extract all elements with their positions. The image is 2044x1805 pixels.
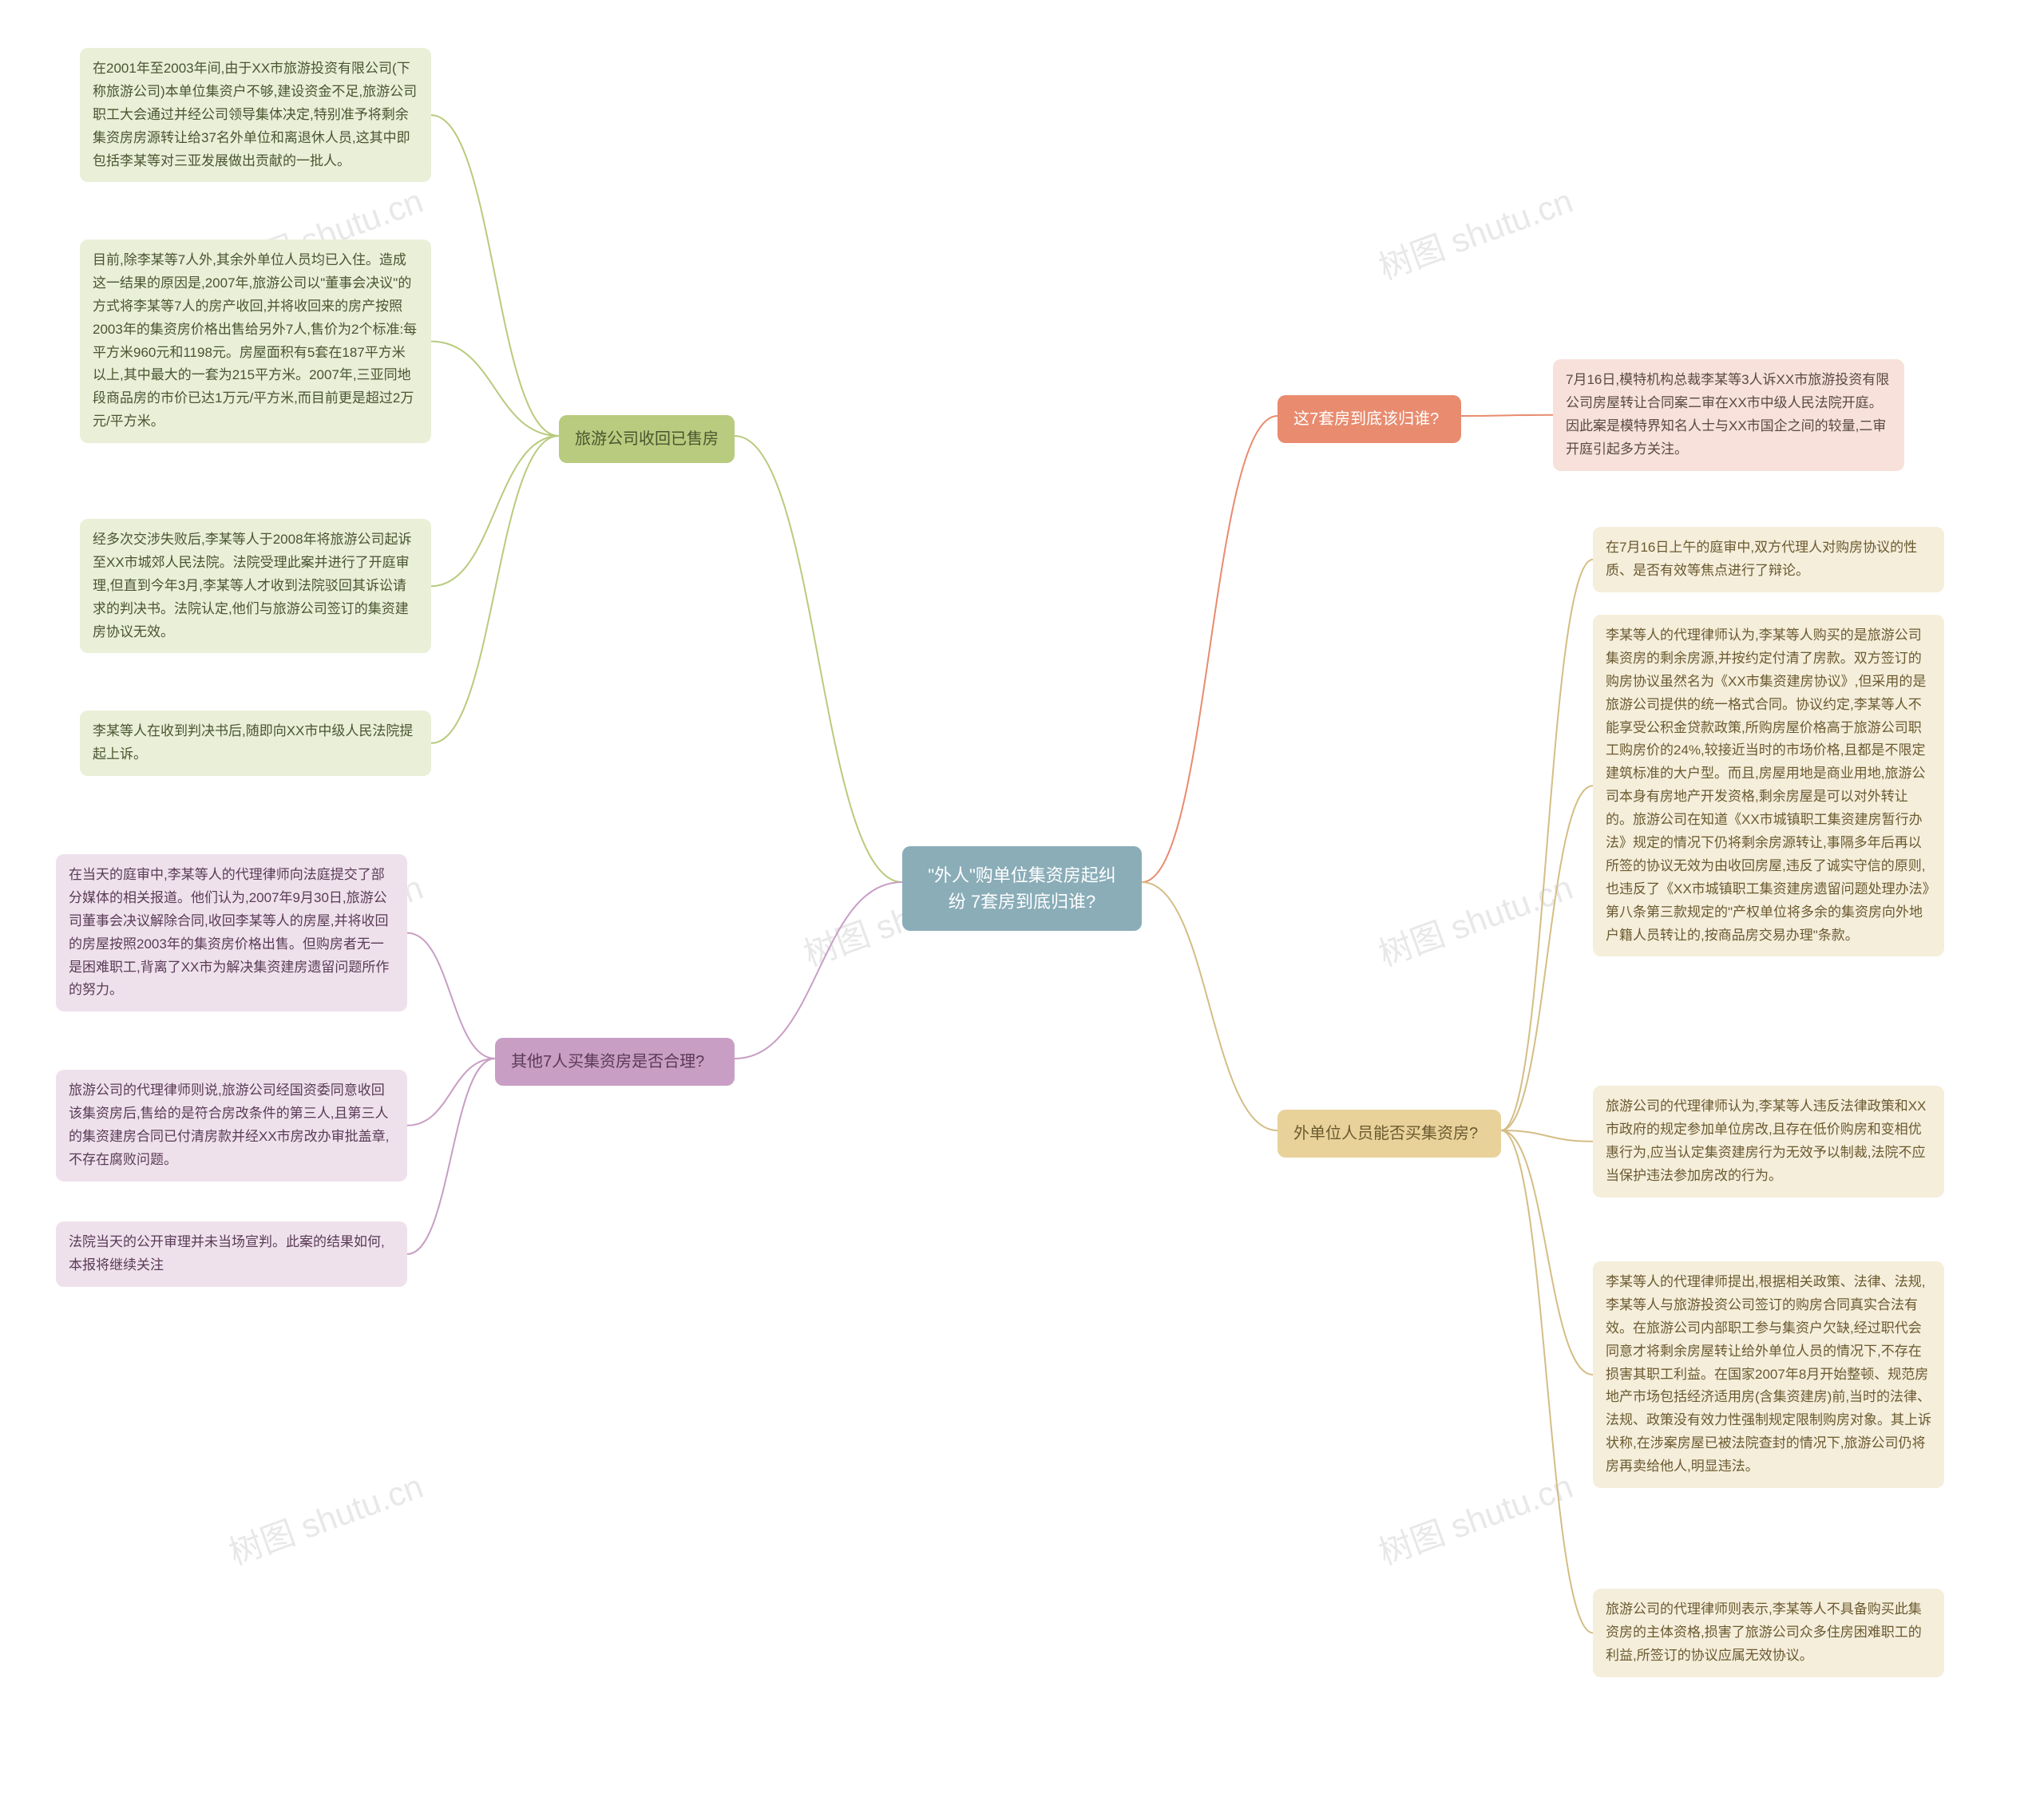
leaf-node: 目前,除李某等7人外,其余外单位人员均已入住。造成这一结果的原因是,2007年,… [80, 239, 431, 443]
watermark: 树图 shutu.cn [1371, 174, 1579, 289]
watermark: 树图 shutu.cn [1371, 861, 1579, 976]
leaf-node: 7月16日,模特机构总裁李某等3人诉XX市旅游投资有限公司房屋转让合同案二审在X… [1553, 359, 1904, 471]
leaf-node: 在2001年至2003年间,由于XX市旅游投资有限公司(下称旅游公司)本单位集资… [80, 48, 431, 182]
leaf-node: 旅游公司的代理律师认为,李某等人违反法律政策和XX市政府的规定参加单位房改,且存… [1593, 1086, 1944, 1197]
branch-node: 这7套房到底该归谁? [1278, 395, 1461, 443]
leaf-node: 经多次交涉失败后,李某等人于2008年将旅游公司起诉至XX市城郊人民法院。法院受… [80, 519, 431, 653]
branch-node: 旅游公司收回已售房 [559, 415, 735, 463]
leaf-node: 李某等人的代理律师认为,李某等人购买的是旅游公司集资房的剩余房源,并按约定付清了… [1593, 615, 1944, 956]
leaf-node: 在7月16日上午的庭审中,双方代理人对购房协议的性质、是否有效等焦点进行了辩论。 [1593, 527, 1944, 592]
leaf-node: 旅游公司的代理律师则说,旅游公司经国资委同意收回该集资房后,售给的是符合房改条件… [56, 1070, 407, 1182]
leaf-node: 旅游公司的代理律师则表示,李某等人不具备购买此集资房的主体资格,损害了旅游公司众… [1593, 1589, 1944, 1677]
branch-node: 其他7人买集资房是否合理? [495, 1038, 735, 1086]
center-node: "外人"购单位集资房起纠纷 7套房到底归谁? [902, 846, 1142, 931]
watermark: 树图 shutu.cn [1371, 1459, 1579, 1574]
leaf-node: 在当天的庭审中,李某等人的代理律师向法庭提交了部分媒体的相关报道。他们认为,20… [56, 854, 407, 1011]
leaf-node: 李某等人的代理律师提出,根据相关政策、法律、法规,李某等人与旅游投资公司签订的购… [1593, 1261, 1944, 1488]
branch-node: 外单位人员能否买集资房? [1278, 1110, 1501, 1158]
leaf-node: 法院当天的公开审理并未当场宣判。此案的结果如何,本报将继续关注 [56, 1221, 407, 1287]
leaf-node: 李某等人在收到判决书后,随即向XX市中级人民法院提起上诉。 [80, 711, 431, 776]
center-text: "外人"购单位集资房起纠纷 7套房到底归谁? [928, 865, 1116, 912]
watermark: 树图 shutu.cn [221, 1459, 429, 1574]
